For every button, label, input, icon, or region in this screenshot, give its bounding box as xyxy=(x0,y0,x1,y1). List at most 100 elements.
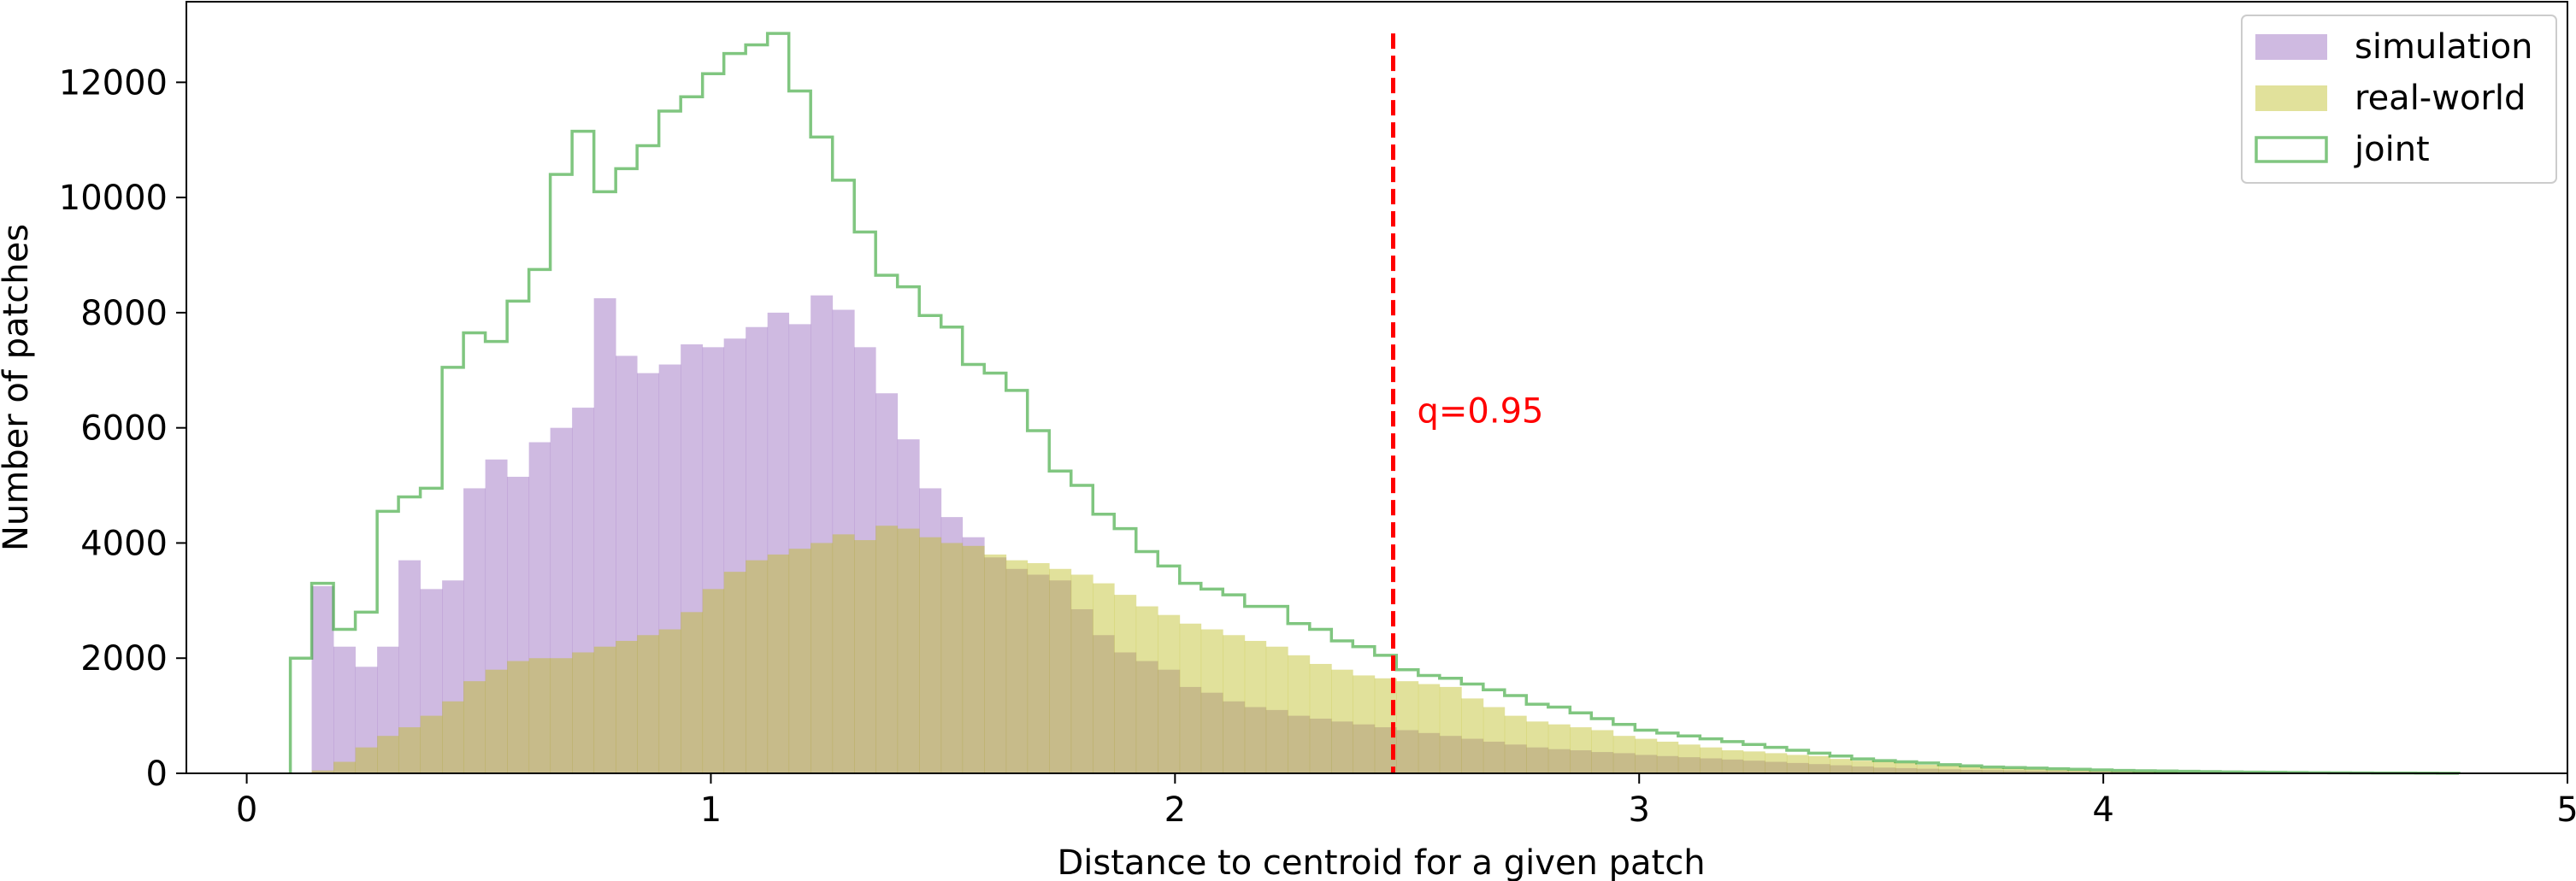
bar-real-world xyxy=(507,661,530,773)
bar-simulation xyxy=(1179,686,1202,773)
bar-simulation xyxy=(528,442,551,773)
bar-simulation xyxy=(1049,580,1072,773)
legend-box xyxy=(2241,15,2557,184)
bar-real-world xyxy=(788,549,811,773)
bar-real-world xyxy=(1135,606,1158,773)
bar-simulation xyxy=(1938,769,1961,773)
bar-real-world xyxy=(1114,595,1137,773)
bar-simulation xyxy=(1200,692,1223,773)
bar-real-world xyxy=(1547,724,1571,773)
bar-real-world xyxy=(746,560,769,773)
legend-swatch xyxy=(2255,136,2328,163)
histogram-bars xyxy=(311,295,2460,774)
bar-real-world xyxy=(1938,766,1961,773)
bar-simulation xyxy=(1612,753,1636,773)
bar-real-world xyxy=(962,545,985,773)
bar-simulation xyxy=(1786,762,1809,773)
bar-simulation xyxy=(507,476,530,773)
bar-real-world xyxy=(311,770,334,773)
bar-real-world xyxy=(1851,761,1874,773)
bar-real-world xyxy=(658,629,681,773)
bar-simulation xyxy=(616,355,638,773)
bar-simulation xyxy=(702,347,725,773)
bar-simulation xyxy=(1765,761,1788,773)
bar-simulation xyxy=(1981,770,2004,773)
bar-real-world xyxy=(1786,755,1809,773)
bar-real-world xyxy=(723,572,746,773)
bar-real-world xyxy=(919,537,942,773)
bar-real-world xyxy=(875,526,899,773)
bar-simulation xyxy=(1114,652,1137,773)
bar-simulation xyxy=(1309,718,1332,773)
bar-real-world xyxy=(2025,769,2048,773)
bar-real-world xyxy=(1288,655,1311,773)
bar-real-world xyxy=(811,543,834,773)
bar-real-world xyxy=(550,658,573,773)
bar-simulation xyxy=(962,537,985,773)
bar-real-world xyxy=(1504,715,1527,773)
bar-real-world xyxy=(333,761,357,773)
bar-simulation xyxy=(637,373,660,773)
legend-swatch xyxy=(2255,85,2327,111)
bar-simulation xyxy=(1288,715,1311,773)
bar-real-world xyxy=(940,543,964,773)
y-tick-label: 0 xyxy=(146,755,168,794)
bar-simulation xyxy=(593,298,616,774)
bar-simulation xyxy=(1677,757,1701,773)
bar-simulation xyxy=(1158,669,1181,773)
bar-simulation xyxy=(377,646,399,773)
bar-real-world xyxy=(1158,614,1181,773)
bar-simulation xyxy=(1244,707,1267,773)
bar-simulation xyxy=(854,347,876,773)
bar-simulation xyxy=(658,364,681,773)
bar-simulation xyxy=(1504,744,1527,773)
bar-simulation xyxy=(485,459,508,773)
bar-simulation xyxy=(1461,738,1484,773)
bar-real-world xyxy=(1656,741,1679,773)
bar-real-world xyxy=(1916,764,1939,773)
bar-real-world xyxy=(1765,753,1788,773)
bar-real-world xyxy=(1721,750,1744,773)
bar-real-world xyxy=(2003,768,2026,773)
bar-simulation xyxy=(1830,765,1853,773)
bar-real-world xyxy=(702,589,725,773)
bar-real-world xyxy=(1570,727,1592,773)
x-tick-label: 3 xyxy=(1629,790,1650,830)
legend-label: simulation xyxy=(2355,27,2533,67)
bar-real-world xyxy=(1526,721,1549,773)
series-real-world xyxy=(311,526,2460,773)
bar-real-world xyxy=(1418,684,1441,773)
y-tick-label: 8000 xyxy=(80,294,168,333)
bar-real-world xyxy=(1027,563,1050,773)
legend-item-joint: joint xyxy=(2255,130,2430,169)
bar-simulation xyxy=(1570,750,1592,773)
x-axis-title: Distance to centroid for a given patch xyxy=(1057,843,1705,881)
legend-label: real-world xyxy=(2355,79,2526,118)
legend-item-real-world: real-world xyxy=(2255,79,2526,118)
bar-simulation xyxy=(788,324,811,773)
x-tick-label: 4 xyxy=(2092,790,2113,830)
x-tick-label: 2 xyxy=(1164,790,1186,830)
bar-real-world xyxy=(485,669,508,773)
x-tick-label: 0 xyxy=(236,790,257,830)
bar-real-world xyxy=(377,736,399,773)
bar-simulation xyxy=(984,557,1007,773)
bar-simulation xyxy=(311,585,334,773)
x-tick-label: 5 xyxy=(2556,790,2576,830)
bar-simulation xyxy=(1547,749,1571,773)
bar-simulation xyxy=(767,312,790,773)
bar-simulation xyxy=(1916,768,1939,773)
bar-simulation xyxy=(1656,755,1679,773)
bar-real-world xyxy=(1353,675,1376,773)
bar-real-world xyxy=(1742,751,1765,773)
bar-simulation xyxy=(2003,770,2026,773)
bar-simulation xyxy=(1895,767,1918,773)
bar-real-world xyxy=(1808,755,1830,773)
bar-real-world xyxy=(767,554,790,773)
bar-real-world xyxy=(1635,738,1658,773)
bar-real-world xyxy=(2090,771,2113,773)
x-tick-label: 1 xyxy=(700,790,722,830)
bar-simulation xyxy=(2090,771,2113,773)
step-line-joint xyxy=(288,32,2461,775)
y-tick-label: 2000 xyxy=(80,639,168,678)
